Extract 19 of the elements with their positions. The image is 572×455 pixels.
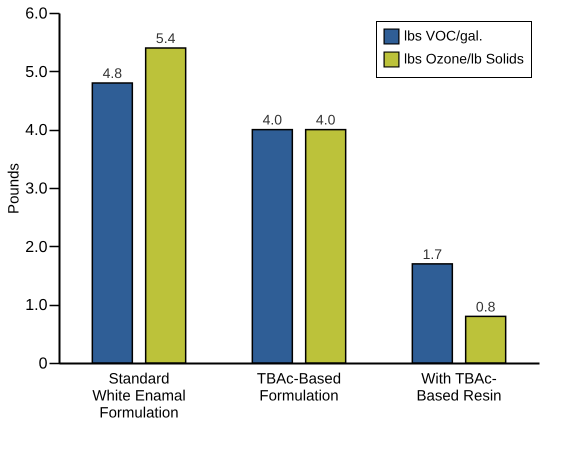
y-tick-label: 4.0 [25,122,48,140]
y-tick-label: 1.0 [25,297,48,314]
text: 0.8 [476,298,496,314]
x-tick-label: Standard White Enamal Formulation [92,370,186,422]
legend-label: lbs Ozone/lb Solids [404,50,524,66]
text: 1.7 [422,246,442,262]
y-axis-title: Pounds [5,163,22,214]
text: 4.8 [102,65,122,81]
text: 4.0 [316,112,336,128]
y-tick-label: 5.0 [25,64,48,81]
legend-label: lbs VOC/gal. [404,28,483,44]
y-tick-label: 6.0 [25,6,48,22]
x-tick-label: With TBAc-Based Resin [416,370,502,404]
y-tick-label: 2.0 [25,238,48,256]
x-tick-label: TBAc-Based Formulation [256,370,342,404]
y-tick-label: 3.0 [25,180,48,198]
text: 5.4 [156,30,176,46]
text: 4.0 [262,112,282,128]
y-tick-label: 0 [38,356,48,372]
